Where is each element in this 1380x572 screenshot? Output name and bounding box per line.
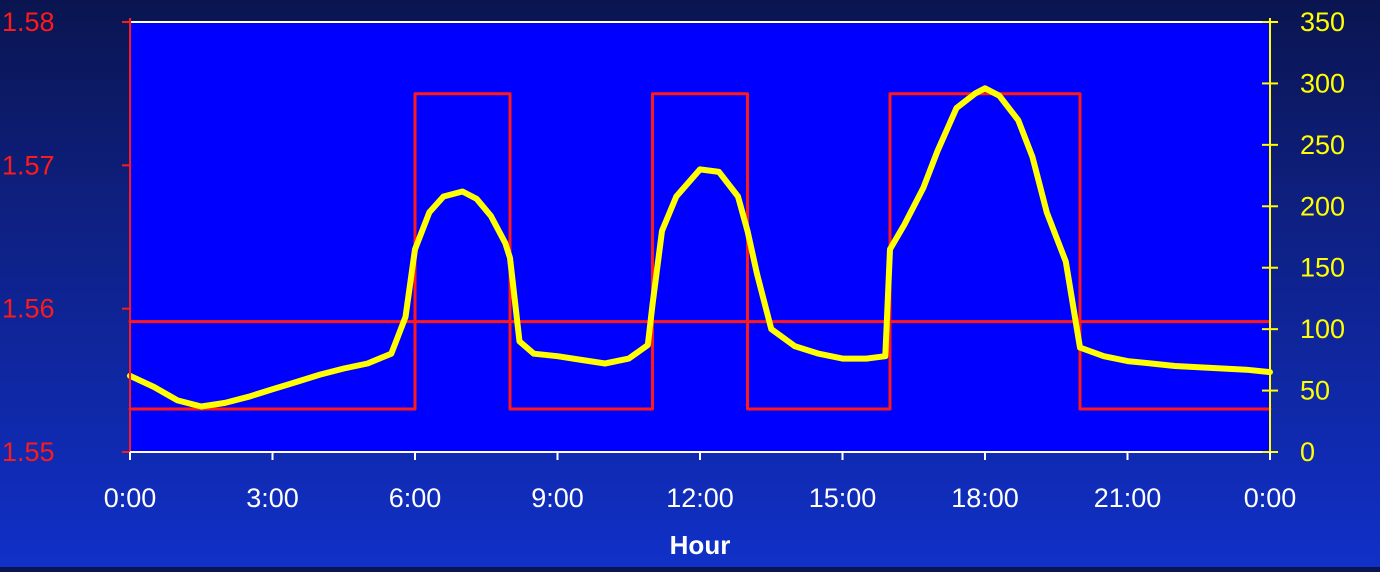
right-y-tick-label: 250 xyxy=(1300,130,1345,160)
right-y-tick-label: 350 xyxy=(1300,7,1345,37)
x-axis-title: Hour xyxy=(670,530,731,560)
x-tick-label: 6:00 xyxy=(389,483,442,513)
x-tick-label: 15:00 xyxy=(809,483,877,513)
step-series-line xyxy=(128,92,1272,411)
right-y-tick-label: 100 xyxy=(1300,314,1345,344)
x-tick-label: 21:00 xyxy=(1094,483,1162,513)
x-tick-label: 0:00 xyxy=(1244,483,1297,513)
x-tick-label: 3:00 xyxy=(246,483,299,513)
right-y-tick-label: 50 xyxy=(1300,376,1330,406)
signal-series-line xyxy=(127,85,1273,410)
x-tick-label: 18:00 xyxy=(951,483,1019,513)
right-y-tick-label: 200 xyxy=(1300,191,1345,221)
x-tick-label: 0:00 xyxy=(104,483,157,513)
right-y-tick-label: 150 xyxy=(1300,253,1345,283)
left-y-tick-label: 1.58 xyxy=(2,7,55,37)
labels-layer: 1.55 1.56 1.57 1.58 0 50 100 150 200 250 300 350 0:0… xyxy=(2,7,1345,513)
left-y-tick-label: 1.55 xyxy=(2,437,55,467)
plot-area xyxy=(130,22,1270,452)
red-series-layer xyxy=(128,92,1272,411)
x-tick-label: 12:00 xyxy=(666,483,734,513)
left-y-tick-label: 1.56 xyxy=(2,294,55,324)
left-y-tick-label: 1.57 xyxy=(2,150,55,180)
right-y-tick-label: 0 xyxy=(1300,437,1315,467)
axes-layer xyxy=(122,18,1278,460)
yellow-series-layer xyxy=(127,85,1273,410)
x-tick-label: 9:00 xyxy=(531,483,584,513)
right-y-tick-label: 300 xyxy=(1300,68,1345,98)
